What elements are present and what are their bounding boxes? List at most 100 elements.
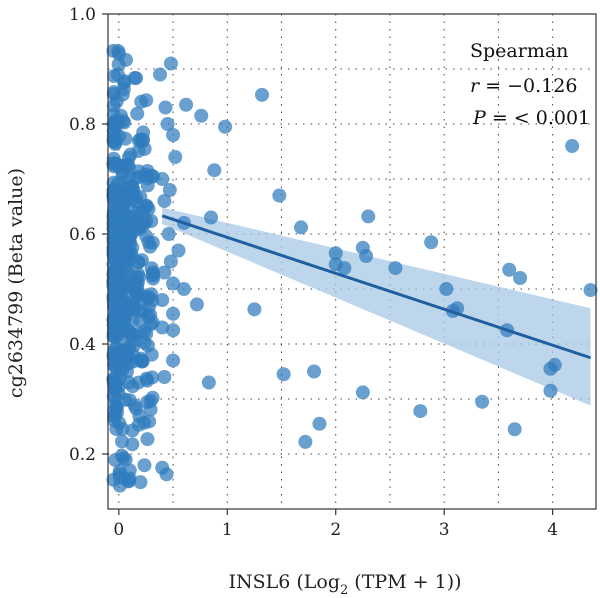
data-point [110, 405, 125, 420]
x-tick-label: 4 [547, 520, 558, 540]
data-point [272, 188, 287, 203]
data-point [137, 458, 152, 473]
y-tick-label: 1.0 [69, 5, 96, 25]
data-point [359, 249, 374, 263]
data-point [145, 390, 160, 405]
data-point [166, 128, 181, 142]
x-tick-label: 0 [113, 520, 124, 540]
data-point [168, 150, 183, 164]
data-point [166, 353, 181, 368]
data-point [123, 147, 138, 162]
y-tick-label: 0.4 [69, 335, 96, 355]
data-point [475, 394, 490, 409]
data-point [137, 335, 152, 350]
data-point [139, 93, 154, 108]
data-point [122, 228, 137, 243]
data-point [108, 132, 123, 147]
data-point [132, 303, 147, 318]
data-point [218, 119, 233, 134]
data-point [388, 261, 403, 276]
regression-line [161, 214, 592, 360]
data-point [507, 422, 522, 437]
annotation-r-label: r [470, 75, 481, 97]
data-point [130, 205, 145, 220]
data-point [307, 364, 322, 379]
data-point [166, 306, 181, 321]
data-point [117, 281, 132, 296]
data-point [130, 106, 145, 121]
data-point [171, 243, 186, 258]
x-tick-label: 1 [222, 520, 233, 540]
confidence-band [162, 207, 591, 406]
data-point [118, 131, 133, 146]
data-point [254, 87, 269, 102]
data-point [126, 182, 141, 197]
y-tick-label: 0.2 [69, 445, 96, 465]
data-point [155, 172, 170, 186]
x-tick-label: 3 [439, 520, 450, 540]
axis-ticks: 0 1 2 3 4 0.2 0.4 0.6 0.8 1.0 [69, 5, 558, 540]
data-point [294, 220, 309, 235]
data-point [122, 471, 137, 486]
annotation-r: r = −0.126 [470, 75, 577, 97]
data-point [114, 320, 129, 335]
data-point [131, 169, 146, 184]
data-point [158, 100, 173, 115]
data-point [176, 282, 191, 296]
data-point [143, 402, 158, 417]
annotation-p: P = < 0.001 [472, 107, 590, 129]
data-point [166, 276, 181, 291]
annotation-r-value: = −0.126 [479, 75, 577, 97]
data-point [163, 254, 178, 269]
data-point [106, 43, 121, 58]
data-point [131, 417, 146, 432]
data-point [312, 416, 327, 431]
data-point [204, 210, 219, 225]
data-point [141, 235, 156, 250]
data-point [355, 385, 370, 400]
data-point [502, 262, 517, 277]
x-axis-label: INSL6 (Log2 (TPM + 1)) [228, 571, 461, 598]
data-point [115, 421, 130, 436]
data-point [166, 323, 181, 338]
data-point [513, 271, 528, 285]
data-point [155, 293, 170, 307]
annotation-method: Spearman [470, 40, 568, 62]
data-point [207, 163, 222, 178]
data-point [118, 452, 133, 467]
data-point [140, 432, 155, 447]
data-point [543, 383, 558, 398]
x-axis-label-subscript: 2 [340, 583, 348, 598]
data-point [106, 182, 121, 197]
data-point [157, 265, 172, 280]
data-point [134, 353, 149, 368]
data-point [424, 235, 439, 250]
data-point [116, 114, 131, 129]
data-point [328, 246, 343, 261]
data-point [106, 205, 121, 220]
data-point [276, 367, 291, 382]
confidence-band-group [162, 207, 591, 406]
data-point [146, 267, 161, 282]
x-axis-label-tail: (TPM + 1)) [348, 571, 461, 593]
data-point [583, 283, 598, 298]
y-axis-label: cg2634799 (Beta value) [5, 168, 27, 398]
data-point [106, 472, 121, 487]
data-point [157, 194, 172, 208]
data-point [130, 279, 145, 294]
data-point [439, 282, 454, 296]
data-point [106, 243, 121, 258]
data-point [179, 97, 194, 112]
y-tick-label: 0.6 [69, 225, 96, 245]
x-tick-label: 2 [330, 520, 341, 540]
data-point [125, 437, 140, 452]
data-point [135, 217, 150, 232]
data-point [247, 302, 262, 317]
data-point [108, 360, 123, 375]
data-point [194, 108, 209, 123]
data-point [111, 386, 126, 401]
data-point [162, 183, 177, 197]
data-point [201, 375, 216, 390]
data-point [115, 168, 130, 183]
